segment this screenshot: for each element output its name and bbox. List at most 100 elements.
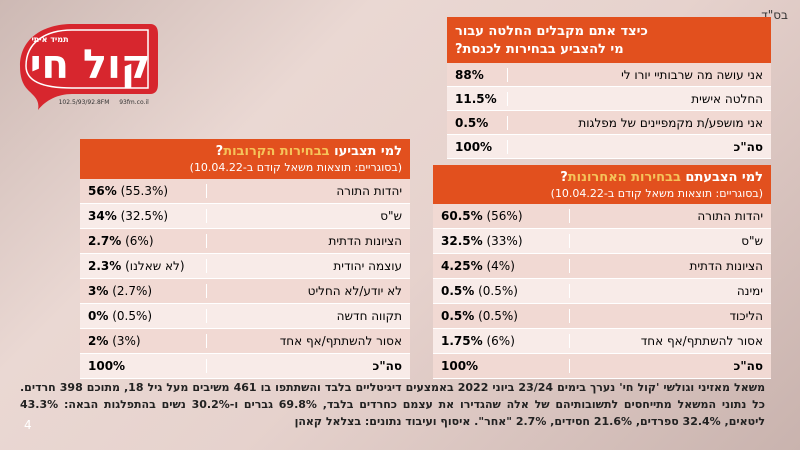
row-value: 2.3% (לא שאלנו) xyxy=(80,259,207,273)
table-row: ש"ס 32.5% (33%) xyxy=(433,229,771,254)
table-row: יהדות התורה 60.5% (56%) xyxy=(433,204,771,229)
page-number: 4 xyxy=(24,418,32,432)
table-row: הציונות הדתית 4.25% (4%) xyxy=(433,254,771,279)
next-vote-header: למי תצביעו בבחירות הקרובות? (בסוגריים: ת… xyxy=(80,139,410,179)
next-vote-title: למי תצביעו בבחירות הקרובות? xyxy=(88,143,402,161)
current-value: 0.5% xyxy=(441,309,475,323)
row-label: עוצמה יהודית xyxy=(333,259,402,273)
current-value: 32.5% xyxy=(441,234,483,248)
previous-value: (6%) xyxy=(486,334,515,348)
row-value: 56% (55.3%) xyxy=(80,184,207,198)
row-label: ש"ס xyxy=(380,209,402,223)
row-value: 11.5% xyxy=(447,91,508,106)
decision-title-line1: כיצד אתם מקבלים החלטה עבור xyxy=(455,24,648,39)
row-label: הליכוד xyxy=(729,309,763,323)
row-value: 1.75% (6%) xyxy=(433,334,570,348)
table-row: ימינה 0.5% (0.5%) xyxy=(433,279,771,304)
table-row-total: סה"כ 100% xyxy=(447,135,771,159)
previous-value: (32.5%) xyxy=(120,209,169,223)
row-label: אני עושה מה שרבותיי יורו לי xyxy=(621,67,763,82)
total-label: סה"כ xyxy=(372,359,402,373)
row-label: לא יודע/לא החליט xyxy=(307,284,402,298)
row-value: 4.25% (4%) xyxy=(433,259,570,273)
decision-title-line2: מי להצביע בבחירות לכנסת? xyxy=(455,42,624,57)
kol-chai-logo: קול חי תמיד איתי 102.5/93/92.8FM 93fm.co… xyxy=(10,20,160,112)
row-label: ש"ס xyxy=(741,234,763,248)
last-vote-title: למי הצבעתם בבחירות האחרונות? xyxy=(441,169,763,187)
row-label: אסור להשתתף/אף אחד xyxy=(640,334,763,348)
next-vote-subtitle: (בסוגריים: תוצאות משאל קודם ב-10.04.22) xyxy=(189,161,402,174)
table-row: יהדות התורה 56% (55.3%) xyxy=(80,179,410,204)
row-label: הציונות הדתית xyxy=(689,259,763,273)
row-value: 0.5% (0.5%) xyxy=(433,284,570,298)
previous-value: (4%) xyxy=(486,259,515,273)
table-row: החלטה אישית 11.5% xyxy=(447,87,771,111)
current-value: 4.25% xyxy=(441,259,483,273)
table-row: ש"ס 34% (32.5%) xyxy=(80,204,410,229)
row-value: 0.5% xyxy=(447,115,508,130)
row-label: אסור להשתתף/אף אחד xyxy=(279,334,402,348)
row-value: 60.5% (56%) xyxy=(433,209,570,223)
next-vote-table: למי תצביעו בבחירות הקרובות? (בסוגריים: ת… xyxy=(80,139,410,379)
svg-text:102.5/93/92.8FM: 102.5/93/92.8FM xyxy=(59,99,110,106)
table-row: עוצמה יהודית 2.3% (לא שאלנו) xyxy=(80,254,410,279)
table-row-total: סה"כ 100% xyxy=(433,354,771,379)
current-value: 3% xyxy=(88,284,109,298)
current-value: 0% xyxy=(88,309,109,323)
last-vote-header: למי הצבעתם בבחירות האחרונות? (בסוגריים: … xyxy=(433,165,771,204)
row-label: אני מושפע/ת מקמפיינים של מפלגות xyxy=(578,115,763,130)
previous-value: (0.5%) xyxy=(112,309,153,323)
current-value: 34% xyxy=(88,209,117,223)
table-row: הליכוד 0.5% (0.5%) xyxy=(433,304,771,329)
svg-text:קול חי: קול חי xyxy=(30,42,151,88)
decision-rows: אני עושה מה שרבותיי יורו לי 88% החלטה אי… xyxy=(447,63,771,159)
row-label: הציונות הדתית xyxy=(328,234,402,248)
title-part: למי הצבעתם xyxy=(680,170,763,185)
row-value: 2.7% (6%) xyxy=(80,234,207,248)
row-label: יהדות התורה xyxy=(336,184,402,198)
decision-table: כיצד אתם מקבלים החלטה עבור מי להצביע בבח… xyxy=(447,17,771,159)
table-row-total: סה"כ 100% xyxy=(80,354,410,379)
row-label: החלטה אישית xyxy=(691,91,763,106)
current-value: 0.5% xyxy=(441,284,475,298)
previous-value: (56%) xyxy=(486,209,523,223)
title-highlight: בבחירות האחרונות xyxy=(567,170,681,185)
previous-value: (2.7%) xyxy=(112,284,153,298)
total-value: 100% xyxy=(80,359,207,373)
title-highlight: בבחירות הקרובות xyxy=(223,144,330,159)
svg-text:93fm.co.il: 93fm.co.il xyxy=(119,99,149,106)
last-vote-table: למי הצבעתם בבחירות האחרונות? (בסוגריים: … xyxy=(433,165,771,379)
table-row: אני מושפע/ת מקמפיינים של מפלגות 0.5% xyxy=(447,111,771,135)
previous-value: (3%) xyxy=(112,334,141,348)
table-row: אסור להשתתף/אף אחד 1.75% (6%) xyxy=(433,329,771,354)
row-label: יהדות התורה xyxy=(697,209,763,223)
total-value: 100% xyxy=(433,359,570,373)
title-part: ? xyxy=(560,170,568,185)
current-value: 2% xyxy=(88,334,109,348)
previous-value: (6%) xyxy=(125,234,154,248)
current-value: 60.5% xyxy=(441,209,483,223)
current-value: 2.3% xyxy=(88,259,122,273)
previous-value: (0.5%) xyxy=(478,309,518,323)
table-row: אני עושה מה שרבותיי יורו לי 88% xyxy=(447,63,771,87)
row-value: 3% (2.7%) xyxy=(80,284,207,298)
row-value: 88% xyxy=(447,67,508,82)
table-row: אסור להשתתף/אף אחד 2% (3%) xyxy=(80,329,410,354)
table-row: לא יודע/לא החליט 3% (2.7%) xyxy=(80,279,410,304)
current-value: 56% xyxy=(88,184,117,198)
row-label: תקווה חדשה xyxy=(336,309,402,323)
next-vote-rows: יהדות התורה 56% (55.3%) ש"ס 34% (32.5%) … xyxy=(80,179,410,379)
table-row: תקווה חדשה 0% (0.5%) xyxy=(80,304,410,329)
total-value: 100% xyxy=(447,139,508,154)
current-value: 2.7% xyxy=(88,234,122,248)
total-label: סה"כ xyxy=(733,139,763,154)
previous-value: (0.5%) xyxy=(478,284,518,298)
previous-value: (לא שאלנו) xyxy=(125,259,185,273)
logo-graphic: קול חי תמיד איתי 102.5/93/92.8FM 93fm.co… xyxy=(20,24,158,110)
last-vote-subtitle: (בסוגריים: תוצאות משאל קודם ב-10.04.22) xyxy=(550,187,763,200)
row-value: 0.5% (0.5%) xyxy=(433,309,570,323)
svg-text:תמיד איתי: תמיד איתי xyxy=(31,35,68,44)
survey-footnote: משאל מאזיני וגולשי 'קול חי' נערך בימים 2… xyxy=(20,381,766,428)
previous-value: (55.3%) xyxy=(120,184,169,198)
